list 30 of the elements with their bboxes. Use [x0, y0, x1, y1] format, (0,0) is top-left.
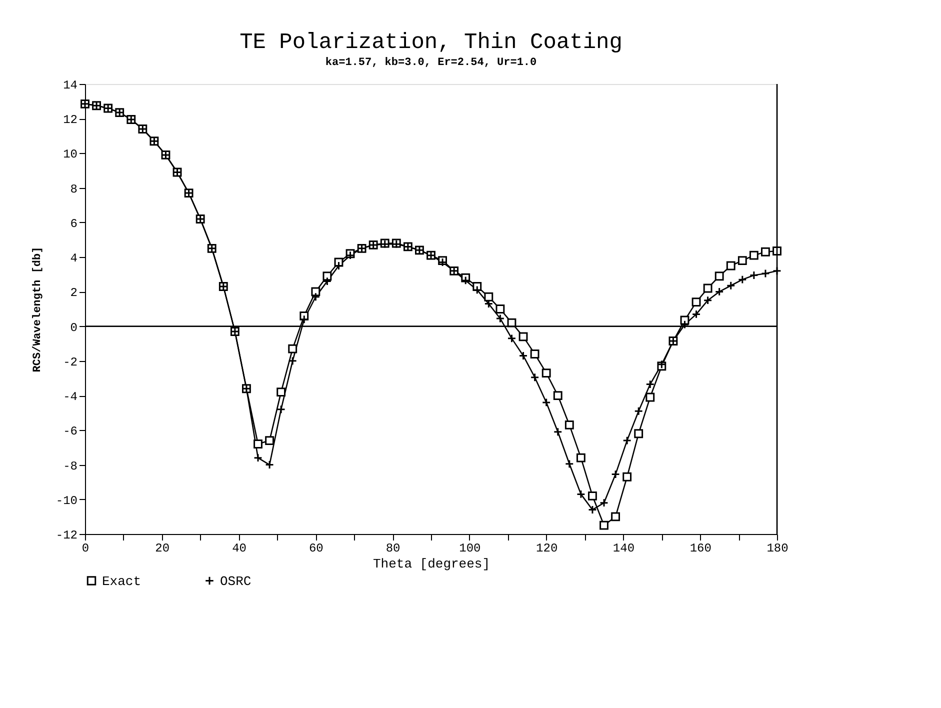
- y-tick-label: 12: [63, 113, 78, 128]
- y-tick-label: -6: [63, 424, 78, 439]
- x-tick-label: 60: [308, 542, 324, 556]
- y-tick-label: 6: [70, 216, 78, 231]
- y-tick-label: 0: [70, 320, 78, 335]
- x-tick-label: 20: [155, 542, 170, 556]
- legend-label: OSRC: [220, 574, 252, 589]
- y-axis-title: RCS/Wavelength [db]: [32, 246, 44, 372]
- y-tick-label: 4: [70, 252, 78, 266]
- x-tick-label: 40: [232, 542, 246, 556]
- x-tick-label: 160: [690, 542, 712, 556]
- y-tick-label: -2: [63, 355, 78, 370]
- x-tick-label: 80: [386, 542, 400, 556]
- y-tick-label: -8: [63, 459, 78, 474]
- y-tick-label: -10: [56, 494, 78, 508]
- chart-title: TE Polarization, Thin Coating: [240, 30, 622, 55]
- x-tick-label: 180: [766, 542, 788, 556]
- y-tick-label: 8: [70, 182, 78, 196]
- x-tick-label: 0: [82, 542, 90, 556]
- y-tick-label: -12: [56, 528, 78, 542]
- x-tick-label: 120: [536, 542, 558, 556]
- y-tick-label: 2: [70, 286, 78, 300]
- y-tick-label: 10: [63, 148, 78, 162]
- y-tick-label: 14: [63, 78, 78, 92]
- x-tick-label: 140: [612, 542, 635, 556]
- legend-label: Exact: [102, 574, 142, 589]
- x-tick-label: 100: [459, 542, 481, 556]
- y-tick-label: -4: [63, 390, 78, 404]
- chart-subtitle: ka=1.57, kb=3.0, Er=2.54, Ur=1.0: [325, 57, 537, 69]
- x-axis-title: Theta [degrees]: [372, 556, 490, 572]
